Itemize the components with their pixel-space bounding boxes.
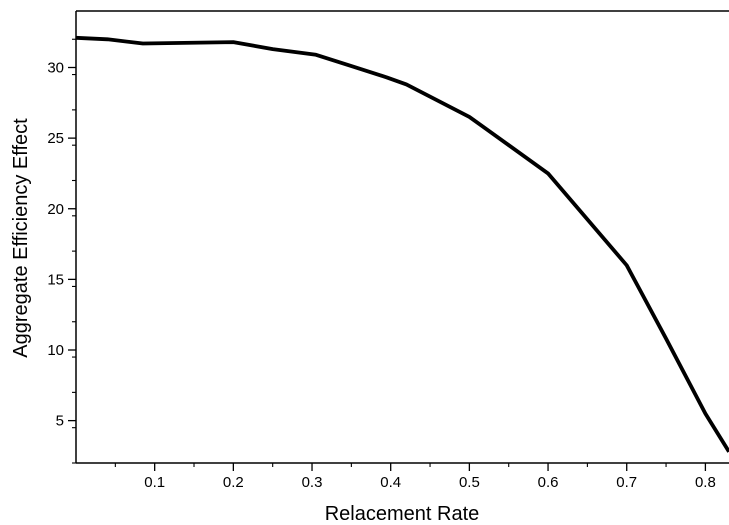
y-tick-label: 5 bbox=[56, 413, 64, 430]
series-line bbox=[75, 35, 729, 453]
x-tick-label: 0.5 bbox=[459, 474, 480, 491]
y-tick-label: 10 bbox=[47, 342, 64, 359]
y-tick-label: 15 bbox=[47, 271, 64, 288]
x-tick-label: 0.8 bbox=[695, 474, 716, 491]
x-tick-label: 0.7 bbox=[616, 474, 637, 491]
y-axis-title: Aggregate Efficiency Effect bbox=[10, 118, 32, 358]
y-tick-label: 30 bbox=[47, 60, 64, 77]
x-axis: 0.1 0.2 0.3 0.4 0.5 0.6 0.7 0.8 bbox=[114, 463, 716, 491]
x-tick-label: 0.4 bbox=[380, 474, 401, 491]
x-tick-label: 0.6 bbox=[538, 474, 559, 491]
x-tick-label: 0.2 bbox=[223, 474, 244, 491]
plot-frame bbox=[75, 10, 729, 464]
x-tick-label: 0.3 bbox=[302, 474, 323, 491]
x-tick-label: 0.1 bbox=[144, 474, 165, 491]
y-axis: 5 10 15 20 25 30 bbox=[47, 38, 76, 464]
x-axis-title: Relacement Rate bbox=[325, 503, 480, 525]
y-tick-label: 25 bbox=[47, 130, 64, 147]
series-layer bbox=[75, 35, 729, 453]
y-tick-label: 20 bbox=[47, 201, 64, 218]
